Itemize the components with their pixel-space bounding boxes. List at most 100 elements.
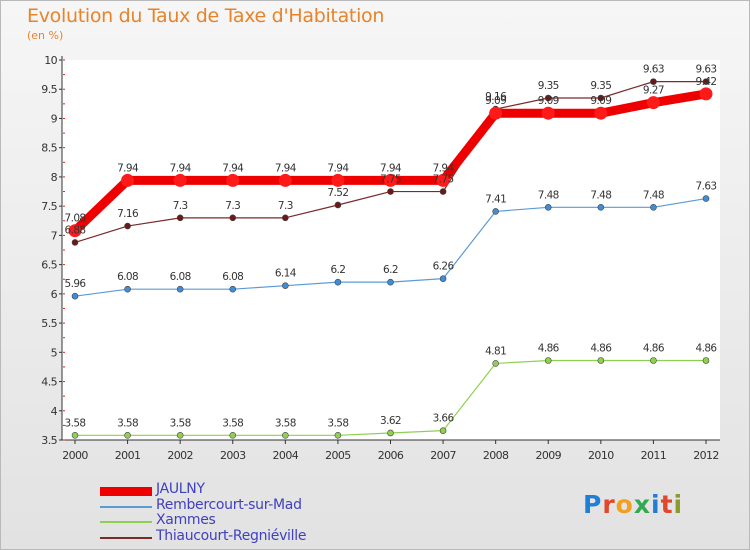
data-point: [71, 239, 79, 246]
data-label: 6.26: [433, 261, 455, 273]
x-tick-label: 2007: [430, 449, 456, 462]
y-tick-label: 5: [51, 346, 58, 359]
legend-swatch: [100, 487, 152, 496]
data-point: [650, 78, 657, 85]
logo-letter: t: [660, 490, 674, 519]
data-point: [439, 188, 447, 195]
data-label: 4.86: [538, 342, 560, 354]
logo-letter: o: [615, 490, 634, 519]
data-label: 3.58: [65, 417, 86, 429]
data-point: [646, 96, 660, 110]
data-point: [436, 173, 450, 187]
proxiti-logo: Proxiti: [583, 490, 683, 519]
logo-letter: i: [651, 490, 661, 519]
data-point: [702, 357, 710, 364]
y-tick-label: 3.5: [41, 434, 57, 447]
data-point: [176, 214, 184, 222]
data-point: [229, 285, 237, 293]
data-label: 3.58: [327, 417, 348, 429]
y-tick-label: 9.5: [41, 83, 57, 96]
data-point: [387, 429, 394, 437]
x-tick-label: 2003: [220, 449, 246, 462]
data-label: 9.09: [538, 95, 559, 107]
data-label: 7.94: [117, 162, 139, 174]
y-tick-label: 10: [44, 54, 57, 67]
data-point: [544, 94, 552, 102]
data-label: 3.58: [170, 417, 191, 429]
x-tick-label: 2002: [167, 449, 193, 462]
data-label: 7.48: [590, 189, 611, 201]
data-point: [387, 278, 394, 286]
data-point: [331, 173, 345, 187]
data-label: 7.94: [380, 162, 402, 174]
data-label: 3.66: [433, 413, 455, 425]
data-point: [492, 360, 499, 367]
data-point: [229, 214, 237, 222]
data-label: 3.58: [275, 417, 296, 429]
data-point: [384, 173, 397, 187]
data-label: 7.94: [222, 162, 244, 174]
data-point: [492, 208, 499, 215]
y-tick-label: 7: [51, 229, 58, 242]
data-label: 7.3: [278, 200, 293, 212]
data-label: 7.3: [173, 200, 188, 212]
data-point: [544, 204, 552, 211]
logo-letter: x: [633, 490, 651, 519]
data-point: [541, 106, 555, 120]
x-tick-label: 2010: [588, 449, 614, 462]
data-point: [439, 427, 447, 434]
plot-area: [62, 60, 720, 440]
data-point: [124, 222, 131, 230]
data-point: [702, 78, 710, 85]
data-label: 3.62: [380, 415, 401, 427]
x-tick-label: 2001: [115, 449, 141, 462]
data-label: 9.35: [590, 80, 611, 92]
x-tick-label: 2012: [693, 449, 719, 462]
data-label: 4.81: [485, 345, 506, 357]
data-point: [173, 173, 187, 187]
data-label: 7.41: [485, 193, 506, 205]
data-label: 7.94: [275, 162, 297, 174]
data-point: [597, 94, 605, 102]
data-point: [71, 292, 79, 300]
data-label: 3.58: [117, 417, 138, 429]
data-point: [597, 357, 605, 364]
data-point: [702, 195, 710, 202]
y-tick-label: 7.5: [41, 200, 57, 213]
data-label: 9.16: [485, 91, 507, 103]
data-label: 9.35: [538, 80, 559, 92]
data-point: [176, 432, 184, 439]
legend-swatch: [100, 521, 152, 523]
y-tick-label: 4: [51, 405, 58, 418]
data-label: 4.86: [643, 342, 665, 354]
data-label: 6.2: [383, 264, 398, 276]
data-label: 9.09: [485, 95, 506, 107]
x-tick-label: 2005: [325, 449, 351, 462]
x-tick-label: 2008: [483, 449, 509, 462]
data-point: [334, 278, 342, 286]
data-label: 7.94: [433, 162, 455, 174]
data-label: 7.75: [433, 174, 454, 186]
data-label: 7.75: [380, 174, 401, 186]
data-label: 7.94: [170, 162, 192, 174]
legend-label: Rembercourt-sur-Mad: [156, 496, 302, 513]
data-point: [226, 173, 240, 187]
data-label: 6.14: [275, 268, 297, 280]
data-label: 4.86: [696, 342, 718, 354]
data-label: 9.27: [643, 85, 664, 97]
data-point: [650, 357, 657, 364]
data-point: [68, 224, 82, 238]
data-point: [176, 285, 184, 293]
data-label: 6.08: [117, 271, 138, 283]
x-tick-label: 2009: [535, 449, 561, 462]
data-point: [278, 173, 292, 187]
legend-swatch: [100, 505, 152, 508]
data-label: 7.16: [117, 208, 139, 220]
y-tick-label: 9: [51, 112, 58, 125]
y-tick-label: 5.5: [41, 317, 57, 330]
y-tick-label: 8.5: [41, 142, 57, 155]
x-tick-label: 2000: [62, 449, 88, 462]
data-point: [387, 188, 394, 195]
data-point: [489, 106, 503, 120]
